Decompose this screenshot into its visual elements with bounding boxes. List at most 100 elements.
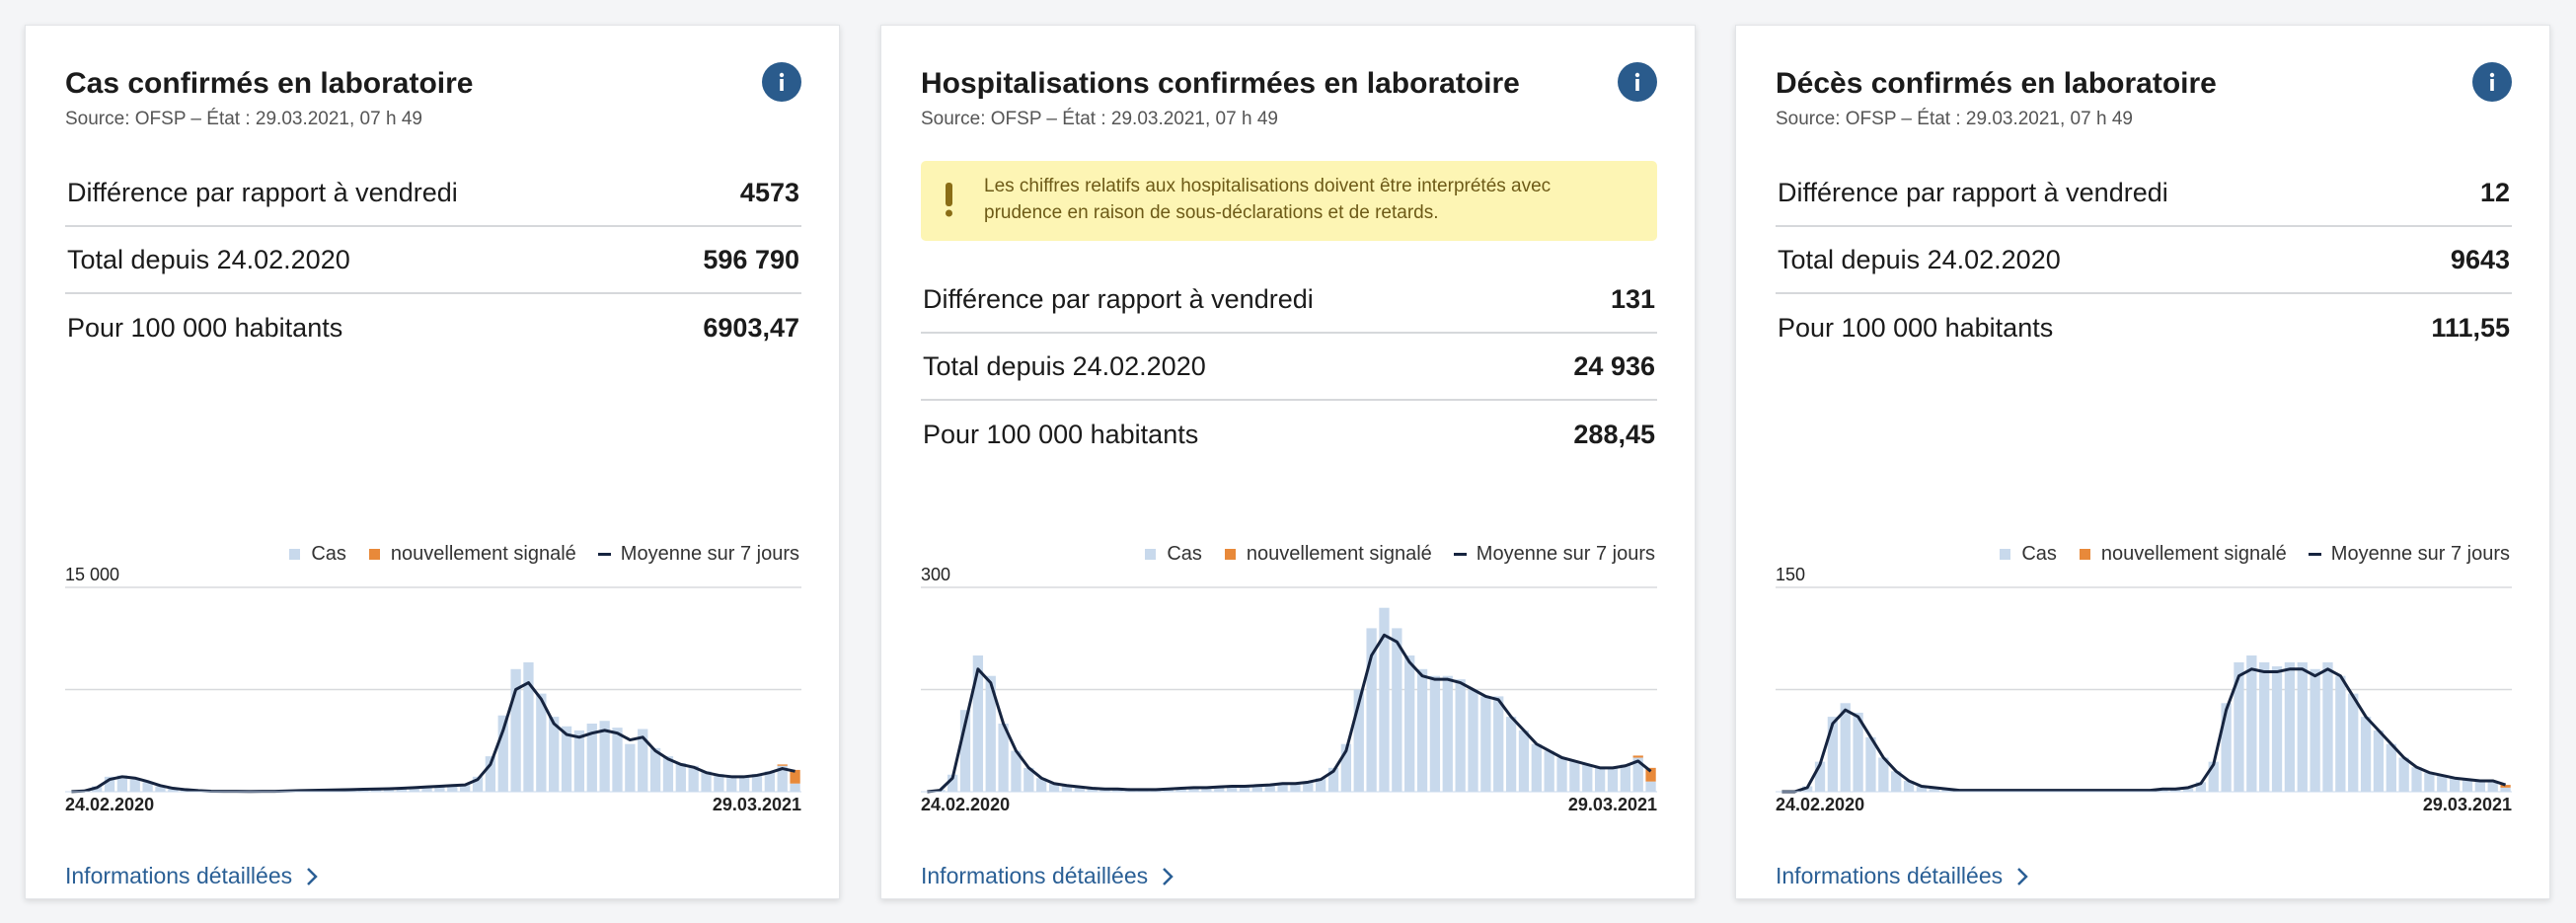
y-tick-label: 150 xyxy=(1776,565,1805,584)
details-link[interactable]: Informations détaillées xyxy=(1776,863,2028,889)
legend-box xyxy=(2000,549,2011,560)
legend-item: Cas xyxy=(288,543,346,566)
stat-label: Pour 100 000 habitants xyxy=(1778,312,2054,343)
card-title: Décès confirmés en laboratoire xyxy=(1776,67,2217,100)
bar xyxy=(2208,761,2219,792)
bar xyxy=(2322,661,2333,792)
bar xyxy=(421,786,432,792)
average-line xyxy=(1781,667,2507,794)
details-link[interactable]: Informations détaillées xyxy=(921,863,1174,889)
bar xyxy=(2348,693,2359,792)
legend-swatch xyxy=(368,549,380,560)
info-button[interactable] xyxy=(762,62,801,102)
bar xyxy=(497,715,508,792)
x-tick-label: 29.03.2021 xyxy=(2423,795,2512,814)
bar xyxy=(1353,689,1364,792)
bar xyxy=(2500,787,2511,792)
stat-label: Total depuis 24.02.2020 xyxy=(1778,244,2061,274)
bar xyxy=(2398,757,2409,792)
legend-swatch xyxy=(2308,553,2321,556)
bar xyxy=(777,764,788,766)
x-tick-label: 24.02.2020 xyxy=(921,795,1010,814)
info-icon xyxy=(779,72,785,91)
bar xyxy=(396,788,407,792)
bar xyxy=(1251,785,1262,792)
bar xyxy=(1429,675,1441,792)
stat-value: 4573 xyxy=(739,177,799,207)
legend-label: Moyenne sur 7 jours xyxy=(620,543,799,565)
chart: 15 000 24.02.2020 29.03.2021 xyxy=(65,565,801,814)
legend-label: nouvellement signalé xyxy=(1246,543,1432,565)
bar xyxy=(155,786,166,792)
bar xyxy=(1518,730,1530,792)
bar xyxy=(1582,764,1593,792)
source: Source: OFSP – État : 29.03.2021, 07 h 4… xyxy=(1776,109,2133,129)
legend-box xyxy=(2079,549,2090,560)
stat-value: 111,55 xyxy=(2431,312,2510,343)
stats: Différence par rapport à vendredi 4573 Tot… xyxy=(65,160,801,361)
bar xyxy=(2297,661,2308,792)
average-line xyxy=(927,633,1652,794)
bar xyxy=(2284,661,2296,792)
bar xyxy=(2424,772,2435,792)
legend-box xyxy=(1224,549,1236,560)
stat-row: Différence par rapport à vendredi 12 xyxy=(1776,160,2512,227)
bar xyxy=(2487,780,2498,792)
bar xyxy=(116,775,128,792)
notice-text: Les chiffres relatifs aux hospitalisatio… xyxy=(984,176,1552,223)
bar xyxy=(764,771,775,792)
bar xyxy=(460,784,471,792)
bar xyxy=(972,655,984,792)
legend-box xyxy=(368,549,380,560)
bar xyxy=(2462,779,2473,792)
legend-item: nouvellement signalé xyxy=(2079,543,2287,566)
legend-item: Moyenne sur 7 jours xyxy=(597,543,799,566)
bar xyxy=(1074,787,1085,792)
legend-swatch xyxy=(1145,549,1157,560)
bar xyxy=(1531,743,1542,792)
chevron xyxy=(307,867,318,885)
details-link-text: Informations détaillées xyxy=(1776,863,2004,888)
card-title: Hospitalisations confirmées en laboratoi… xyxy=(921,67,1520,100)
bar xyxy=(561,726,572,792)
stat-row: Pour 100 000 habitants 111,55 xyxy=(1776,294,2512,361)
bar xyxy=(168,788,179,792)
info-button[interactable] xyxy=(2472,62,2512,102)
bar xyxy=(1214,787,1225,792)
info-dot xyxy=(1634,72,1640,78)
details-link[interactable]: Informations détaillées xyxy=(65,863,318,889)
bar xyxy=(1645,781,1656,792)
info-dot xyxy=(779,72,785,78)
warning-icon xyxy=(946,183,952,217)
info-button[interactable] xyxy=(1618,62,1657,102)
bar xyxy=(1865,736,1876,792)
bar xyxy=(1916,786,1928,792)
bar xyxy=(1493,696,1504,792)
chevron xyxy=(1163,867,1174,885)
legend-box xyxy=(289,549,301,560)
bar xyxy=(1929,787,1939,792)
bar xyxy=(1556,757,1567,792)
legend-swatch xyxy=(1224,549,1236,560)
bar xyxy=(2259,661,2270,792)
bar xyxy=(612,728,623,792)
bar xyxy=(1201,787,1212,792)
bar xyxy=(1620,764,1630,792)
bar xyxy=(1290,783,1301,792)
source: Source: OFSP – État : 29.03.2021, 07 h 4… xyxy=(65,109,422,129)
legend-swatch xyxy=(2079,549,2090,560)
x-tick-label: 24.02.2020 xyxy=(1776,795,1864,814)
bar xyxy=(586,724,597,792)
bar xyxy=(985,675,996,792)
bar xyxy=(2437,775,2448,792)
bar xyxy=(1366,628,1377,792)
bar xyxy=(790,769,800,784)
bar xyxy=(1011,750,1022,792)
x-tick-label: 29.03.2021 xyxy=(713,795,801,814)
legend-item: Cas xyxy=(1144,543,1202,566)
stat-value: 9643 xyxy=(2450,244,2510,274)
bar xyxy=(1645,767,1656,782)
bar xyxy=(472,776,484,792)
card-title: Cas confirmés en laboratoire xyxy=(65,67,474,100)
